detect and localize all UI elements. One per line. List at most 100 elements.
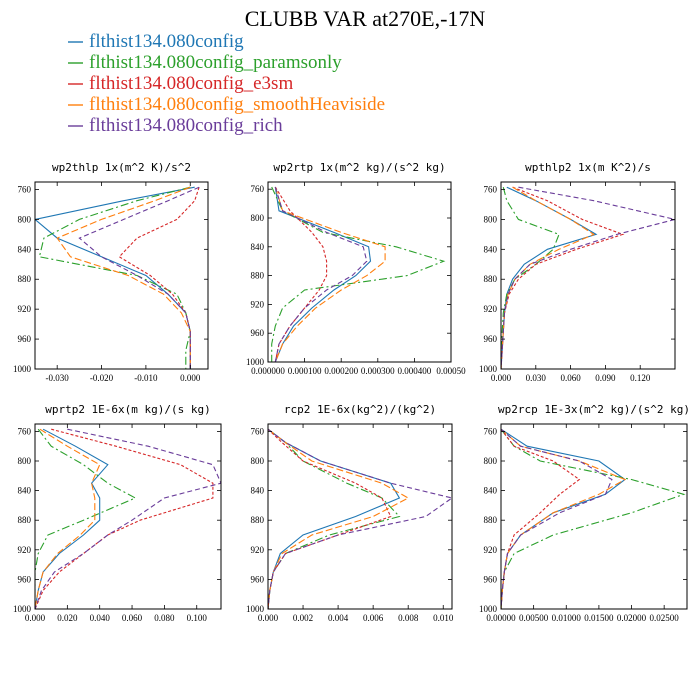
y-tick-label: 760 <box>18 184 32 194</box>
y-tick-label: 880 <box>251 271 265 281</box>
x-tick-label: 0.00500 <box>519 613 549 623</box>
y-tick-label: 920 <box>18 304 32 314</box>
y-tick-label: 1000 <box>246 604 265 614</box>
y-tick-label: 920 <box>484 304 498 314</box>
y-tick-label: 1000 <box>246 357 265 367</box>
x-tick-label: 0.010 <box>433 613 454 623</box>
series-line <box>35 428 214 609</box>
y-tick-label: 880 <box>484 274 498 284</box>
x-tick-label: 0.02500 <box>650 613 680 623</box>
x-tick-label: 0.120 <box>630 373 651 383</box>
legend-entry: flthist134.080config_smoothHeaviside <box>89 94 385 115</box>
x-tick-label: 0.02000 <box>617 613 647 623</box>
x-tick-label: 0.100 <box>187 613 208 623</box>
x-tick-label: 0.008 <box>398 613 419 623</box>
x-tick-label: 0.060 <box>122 613 143 623</box>
y-tick-label: 920 <box>484 545 498 555</box>
plot-frame <box>34 181 209 370</box>
plot-frame <box>267 181 452 363</box>
y-tick-label: 880 <box>251 515 265 525</box>
y-tick-label: 760 <box>484 426 498 436</box>
legend-entry: flthist134.080config_e3sm <box>89 73 293 94</box>
series-line <box>274 186 368 362</box>
series-line <box>501 187 560 369</box>
y-tick-label: 1000 <box>479 604 498 614</box>
y-tick-label: 1000 <box>13 364 32 374</box>
chart-panel: wp2rcp 1E-3x(m^2 kg)/(s^2 kg)760 800 840 88… <box>479 403 690 623</box>
y-tick-label: 880 <box>18 274 32 284</box>
y-tick-label: 880 <box>484 515 498 525</box>
series-line <box>268 428 452 609</box>
y-tick-label: 920 <box>18 545 32 555</box>
y-tick-label: 800 <box>484 214 498 224</box>
series-line <box>35 428 101 609</box>
plot-frame <box>267 423 453 610</box>
chart-panel: wpthlp2 1x(m K^2)/s 760 800 840 880 920 960 100… <box>479 161 676 383</box>
plot-frame <box>500 181 676 370</box>
y-tick-label: 760 <box>484 184 498 194</box>
y-tick-label: 960 <box>18 334 32 344</box>
x-tick-label: 0.030 <box>526 373 547 383</box>
panel-title: wp2thlp 1x(m^2 K)/s^2 <box>52 161 191 174</box>
legend-entry: flthist134.080config <box>89 31 244 52</box>
panel-title: wp2rtp 1x(m^2 kg)/(s^2 kg) <box>273 161 445 174</box>
series-line <box>35 428 221 609</box>
x-tick-label: 0.000200 <box>324 366 358 376</box>
panel-title: wpthlp2 1x(m K^2)/s <box>525 161 651 174</box>
series-line <box>35 428 137 609</box>
series-line <box>501 186 675 369</box>
x-tick-label: 0.060 <box>560 373 581 383</box>
x-tick-label: 0.000300 <box>361 366 395 376</box>
y-tick-label: 760 <box>18 426 32 436</box>
x-tick-label: 0.01500 <box>584 613 614 623</box>
series-line <box>501 428 613 609</box>
x-tick-label: 0.020 <box>57 613 78 623</box>
y-tick-label: 800 <box>18 456 32 466</box>
x-tick-label: 0.040 <box>90 613 111 623</box>
y-tick-label: 800 <box>484 456 498 466</box>
x-tick-label: 0.000400 <box>398 366 432 376</box>
legend-entry: flthist134.080config_rich <box>89 115 283 136</box>
series-line <box>35 186 195 369</box>
x-tick-label: 0.000000 <box>251 366 285 376</box>
chart-panel: wp2thlp 1x(m^2 K)/s^2 760 800 840 880 920 960 1… <box>13 161 209 383</box>
plot-frame <box>34 423 222 610</box>
y-tick-label: 800 <box>251 456 265 466</box>
y-tick-label: 960 <box>18 574 32 584</box>
y-tick-label: 960 <box>484 574 498 584</box>
series-line <box>501 186 625 369</box>
x-tick-label: 0.00050 <box>436 366 466 376</box>
x-tick-label: 0.01000 <box>552 613 582 623</box>
panel-title: rcp2 1E-6x(kg^2)/(kg^2) <box>284 403 436 416</box>
x-tick-label: 0.000 <box>258 613 279 623</box>
figure-title: CLUBB VAR at270E,-17N <box>245 6 486 31</box>
y-tick-label: 880 <box>18 515 32 525</box>
y-tick-label: 920 <box>251 299 265 309</box>
y-tick-label: 800 <box>18 214 32 224</box>
y-tick-label: 760 <box>251 426 265 436</box>
x-tick-label: 0.000 <box>180 373 201 383</box>
series-line <box>78 186 200 369</box>
series-line <box>274 186 372 362</box>
legend: flthist134.080configflthist134.080config… <box>68 31 385 136</box>
series-line <box>38 186 191 369</box>
chart-panel: wp2rtp 1x(m^2 kg)/(s^2 kg) 760 800 840 880 92… <box>246 161 466 376</box>
plot-frame <box>500 423 688 610</box>
x-tick-label: 0.000 <box>25 613 46 623</box>
panels: wp2thlp 1x(m^2 K)/s^2 760 800 840 880 920 960 1… <box>13 161 690 623</box>
panel-title: wprtp2 1E-6x(m kg)/(s kg) <box>45 403 211 416</box>
x-tick-label: 0.004 <box>328 613 349 623</box>
x-tick-label: 0.080 <box>154 613 175 623</box>
legend-entry: flthist134.080config_paramsonly <box>89 52 342 73</box>
chart-panel: rcp2 1E-6x(kg^2)/(kg^2) 760 800 840 880 920 96… <box>246 403 454 623</box>
x-tick-label: -0.010 <box>134 373 158 383</box>
y-tick-label: 920 <box>251 545 265 555</box>
series-line <box>271 186 446 362</box>
x-tick-label: 0.002 <box>293 613 313 623</box>
x-tick-label: -0.020 <box>90 373 114 383</box>
y-tick-label: 800 <box>251 213 265 223</box>
y-tick-label: 760 <box>251 184 265 194</box>
y-tick-label: 840 <box>18 486 32 496</box>
y-tick-label: 960 <box>484 334 498 344</box>
